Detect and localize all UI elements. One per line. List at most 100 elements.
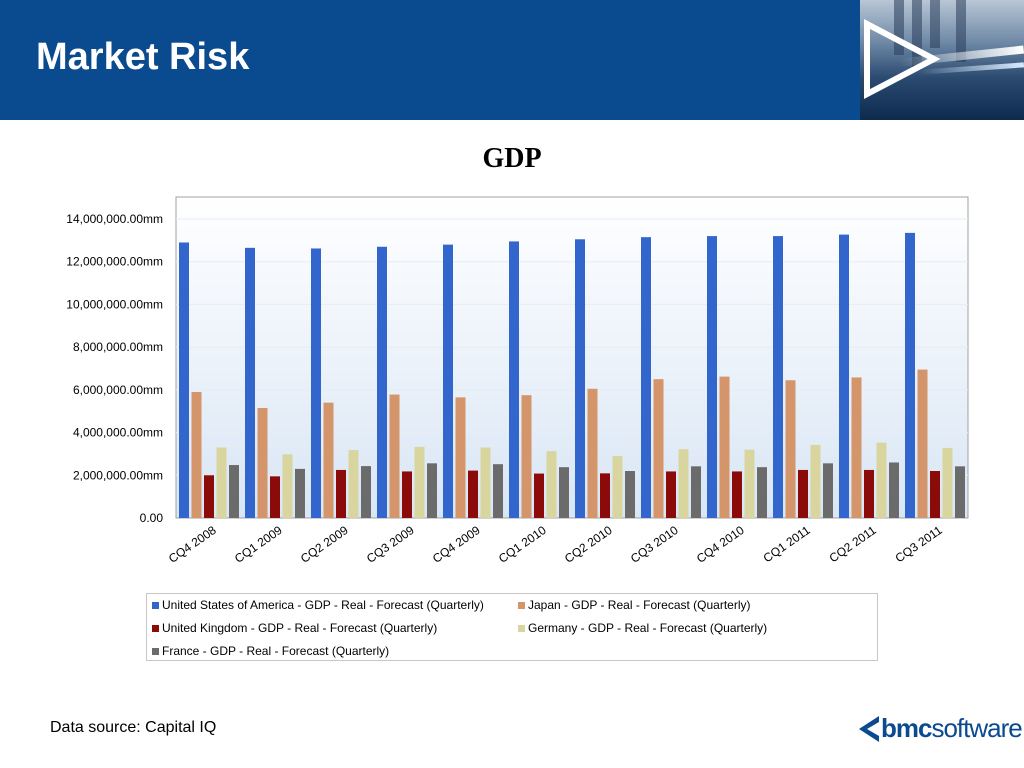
bar-3 bbox=[534, 473, 544, 518]
chart-legend: United States of America - GDP - Real - … bbox=[146, 593, 878, 661]
legend-swatch bbox=[152, 624, 159, 632]
legend-label: Japan - GDP - Real - Forecast (Quarterly… bbox=[528, 598, 751, 612]
bar-1 bbox=[641, 237, 651, 518]
bar-2 bbox=[389, 394, 400, 518]
y-tick-label: 4,000,000.00mm bbox=[73, 426, 163, 440]
bar-4 bbox=[942, 447, 953, 518]
legend-item: United States of America - GDP - Real - … bbox=[152, 598, 484, 612]
bmc-logo: bmc software bbox=[855, 713, 1023, 744]
bar-1 bbox=[443, 244, 453, 518]
bar-3 bbox=[468, 470, 478, 518]
bar-2 bbox=[455, 397, 466, 518]
header-photo bbox=[860, 0, 1024, 120]
bar-1 bbox=[509, 241, 519, 519]
play-triangle-icon bbox=[864, 19, 941, 99]
bar-2 bbox=[851, 377, 862, 518]
bar-4 bbox=[348, 450, 359, 518]
bar-3 bbox=[864, 469, 874, 518]
bar-5 bbox=[295, 468, 305, 518]
x-tick-label: CQ4 2009 bbox=[430, 523, 483, 566]
header-bar: Market Risk bbox=[0, 0, 1024, 120]
x-tick-label: CQ4 2008 bbox=[166, 523, 219, 566]
bar-2 bbox=[719, 376, 730, 518]
chart-title: GDP bbox=[482, 143, 542, 174]
bar-4 bbox=[216, 447, 227, 518]
legend-swatch bbox=[518, 601, 525, 609]
bar-2 bbox=[521, 395, 532, 518]
bar-1 bbox=[377, 246, 387, 518]
bar-5 bbox=[361, 466, 371, 518]
bar-4 bbox=[546, 451, 557, 518]
y-tick-label: 10,000,000.00mm bbox=[66, 297, 163, 311]
bar-5 bbox=[229, 465, 239, 518]
legend-swatch bbox=[152, 647, 159, 655]
y-tick-label: 0.00 bbox=[140, 511, 164, 525]
x-tick-label: CQ1 2010 bbox=[496, 523, 549, 566]
x-tick-label: CQ2 2011 bbox=[827, 523, 879, 566]
bar-3 bbox=[336, 469, 346, 518]
bar-3 bbox=[270, 476, 280, 518]
bar-4 bbox=[414, 446, 425, 518]
legend-label: United States of America - GDP - Real - … bbox=[162, 598, 484, 612]
bar-1 bbox=[707, 236, 717, 519]
bmc-logo-mark-icon bbox=[859, 715, 879, 742]
legend-item: United Kingdom - GDP - Real - Forecast (… bbox=[152, 621, 437, 635]
legend-swatch bbox=[518, 624, 525, 632]
bar-2 bbox=[323, 402, 334, 518]
bar-1 bbox=[839, 234, 849, 519]
x-tick-label: CQ3 2011 bbox=[893, 523, 945, 566]
x-tick-label: CQ1 2011 bbox=[761, 523, 813, 566]
legend-item: Germany - GDP - Real - Forecast (Quarter… bbox=[518, 621, 767, 635]
building-shape bbox=[912, 0, 922, 70]
bar-4 bbox=[810, 444, 821, 518]
x-tick-label: CQ2 2010 bbox=[562, 523, 615, 566]
y-tick-label: 6,000,000.00mm bbox=[73, 383, 163, 397]
legend-item: Japan - GDP - Real - Forecast (Quarterly… bbox=[518, 598, 751, 612]
bar-2 bbox=[653, 379, 664, 518]
bar-1 bbox=[773, 236, 783, 519]
bar-5 bbox=[955, 466, 965, 518]
bar-2 bbox=[191, 391, 202, 518]
gdp-bar-chart: 0.00 2,000,000.00mm 4,000,000.00mm 6,000,00… bbox=[66, 196, 969, 566]
bar-4 bbox=[678, 449, 689, 518]
legend-label: France - GDP - Real - Forecast (Quarterl… bbox=[162, 644, 390, 658]
building-shape bbox=[894, 0, 904, 55]
legend-label: United Kingdom - GDP - Real - Forecast (… bbox=[162, 621, 438, 635]
bar-5 bbox=[625, 471, 635, 518]
slide-title: Market Risk bbox=[36, 36, 250, 78]
bar-1 bbox=[179, 242, 189, 518]
bar-5 bbox=[559, 467, 569, 518]
logo-text-software: software bbox=[931, 713, 1022, 743]
legend-label: Germany - GDP - Real - Forecast (Quarter… bbox=[528, 621, 768, 635]
building-shape bbox=[930, 0, 940, 48]
y-tick-label: 12,000,000.00mm bbox=[66, 255, 163, 269]
bar-3 bbox=[798, 469, 808, 518]
y-tick-label: 14,000,000.00mm bbox=[66, 212, 163, 226]
bar-5 bbox=[889, 462, 899, 518]
bar-2 bbox=[917, 369, 928, 518]
bar-5 bbox=[823, 463, 833, 518]
plot-area bbox=[175, 196, 969, 519]
bar-1 bbox=[575, 239, 585, 518]
bar-5 bbox=[757, 467, 767, 518]
bar-5 bbox=[427, 463, 437, 518]
bar-4 bbox=[876, 442, 887, 518]
logo-text-bmc: bmc bbox=[881, 713, 932, 743]
bar-3 bbox=[666, 471, 676, 518]
legend-item: France - GDP - Real - Forecast (Quarterl… bbox=[152, 644, 389, 658]
bar-5 bbox=[691, 466, 701, 518]
bar-3 bbox=[204, 475, 214, 518]
legend-swatch bbox=[152, 601, 159, 609]
bar-2 bbox=[257, 408, 268, 518]
bar-2 bbox=[587, 388, 598, 518]
bar-5 bbox=[493, 464, 503, 518]
building-shape bbox=[956, 0, 966, 62]
bar-4 bbox=[744, 449, 755, 518]
x-tick-label: CQ3 2009 bbox=[364, 523, 417, 566]
x-tick-label: CQ4 2010 bbox=[694, 523, 747, 566]
bar-3 bbox=[600, 473, 610, 518]
bar-3 bbox=[930, 471, 940, 518]
bar-1 bbox=[311, 248, 321, 519]
x-tick-label: CQ2 2009 bbox=[298, 523, 351, 566]
data-source-note: Data source: Capital IQ bbox=[50, 719, 217, 736]
